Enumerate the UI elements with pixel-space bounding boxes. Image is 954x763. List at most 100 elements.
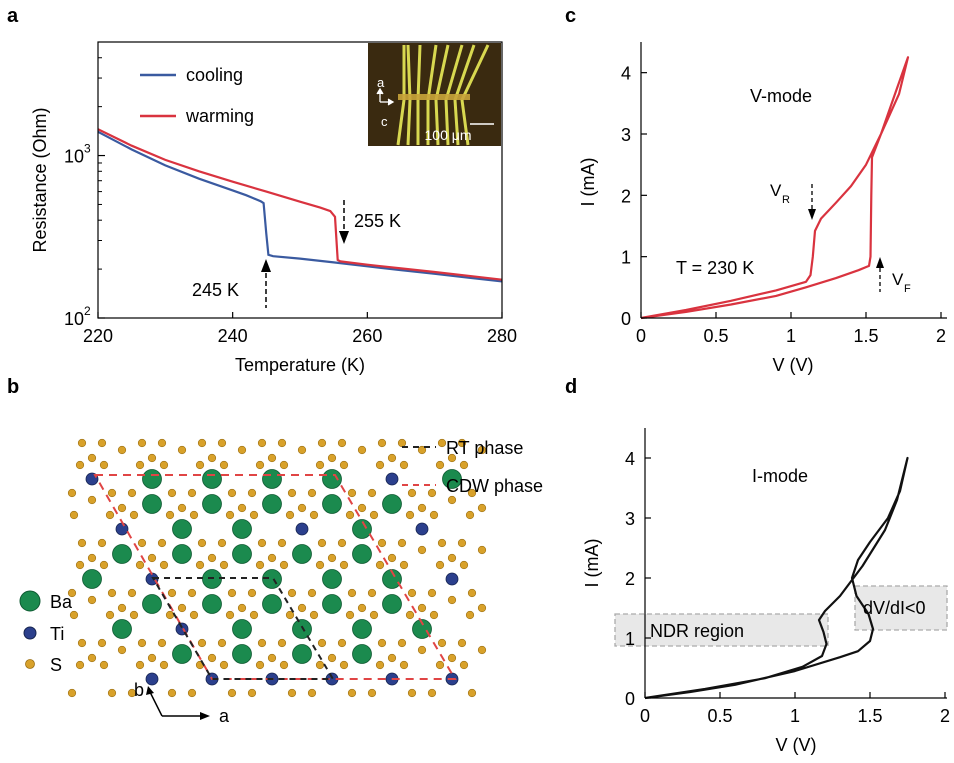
s-atom — [459, 560, 469, 570]
legend-label-cooling: cooling — [186, 65, 243, 85]
s-atom — [467, 688, 477, 698]
s-atom — [219, 660, 229, 670]
s-atom — [117, 503, 127, 513]
ba-atom — [322, 569, 342, 589]
panel-label-b: b — [7, 376, 19, 398]
s-atom — [345, 610, 355, 620]
s-atom — [467, 588, 477, 598]
panel-label-a: a — [7, 5, 19, 27]
s-atom — [427, 488, 437, 498]
ba-atom — [292, 544, 312, 564]
vf-arrow-head — [876, 257, 884, 268]
y-tick-exponent: 2 — [84, 304, 91, 318]
ba-label: Ba — [50, 592, 73, 612]
x-tick-label: 220 — [83, 326, 113, 346]
x-tick-label: 1 — [786, 326, 796, 346]
s-atom — [197, 638, 207, 648]
i-mode-y-axis-label: I (mA) — [582, 539, 602, 588]
ba-atom — [322, 594, 342, 614]
s-atom — [307, 688, 317, 698]
s-atom — [225, 610, 235, 620]
s-atom — [87, 595, 97, 605]
s-atom — [167, 588, 177, 598]
s-atom — [257, 638, 267, 648]
s-atom — [237, 445, 247, 455]
ba-atom — [172, 519, 192, 539]
s-atom — [257, 438, 267, 448]
s-atom — [465, 510, 475, 520]
s-atom — [157, 438, 167, 448]
ba-atom — [262, 494, 282, 514]
s-atom — [249, 610, 259, 620]
s-atom — [99, 560, 109, 570]
y-tick-label: 2 — [625, 569, 635, 589]
s-atom — [437, 538, 447, 548]
s-atom — [477, 645, 487, 655]
x-tick-label: 240 — [218, 326, 248, 346]
s-atom — [159, 660, 169, 670]
s-atom — [437, 638, 447, 648]
s-atom — [147, 553, 157, 563]
annotation-245k: 245 K — [192, 280, 239, 300]
s-atom — [165, 510, 175, 520]
s-atom — [397, 638, 407, 648]
s-atom — [357, 445, 367, 455]
s-atom — [105, 510, 115, 520]
x-tick-label: 0 — [640, 706, 650, 726]
s-atom — [135, 660, 145, 670]
s-atom — [339, 560, 349, 570]
s-atom — [397, 438, 407, 448]
s-atom — [375, 560, 385, 570]
s-atom — [407, 588, 417, 598]
s-atom — [255, 560, 265, 570]
s-atom — [77, 438, 87, 448]
ndr-region-box — [614, 613, 829, 647]
s-atom — [435, 660, 445, 670]
v-mode-x-axis-label: V (V) — [772, 355, 813, 375]
s-atom — [417, 645, 427, 655]
ti-atom — [445, 572, 459, 586]
s-atom — [287, 688, 297, 698]
s-atom — [137, 538, 147, 548]
v-mode-ticks: 0 0.5 1 1.5 2 0 1 2 3 4 — [621, 64, 946, 346]
legend-cdw-label: CDW phase — [446, 476, 543, 496]
s-atom — [77, 538, 87, 548]
photo-scale-label: 100 μm — [425, 127, 472, 143]
x-tick-label: 0.5 — [703, 326, 728, 346]
axis-a-arrow-head — [200, 712, 210, 720]
ba-atom — [172, 544, 192, 564]
s-atom — [405, 610, 415, 620]
s-atom — [107, 688, 117, 698]
s-atom — [435, 460, 445, 470]
resistance-annotations: 255 K 245 K — [192, 200, 401, 308]
ba-atom — [82, 569, 102, 589]
ba-atom — [292, 644, 312, 664]
v-mode-title: V-mode — [750, 86, 812, 106]
s-atom — [87, 553, 97, 563]
s-atom — [297, 503, 307, 513]
i-mode-x-axis-label: V (V) — [775, 735, 816, 755]
s-atom — [337, 638, 347, 648]
s-atom — [267, 553, 277, 563]
s-atom — [107, 488, 117, 498]
ti-atom — [385, 472, 399, 486]
s-atom — [367, 588, 377, 598]
s-atom — [137, 438, 147, 448]
s-atom — [345, 510, 355, 520]
s-atom — [279, 460, 289, 470]
s-atom — [189, 610, 199, 620]
s-atom — [117, 603, 127, 613]
i-mode-series — [644, 456, 909, 700]
ba-atom — [382, 569, 402, 589]
v-mode-series — [640, 56, 910, 320]
x-tick-label: 0.5 — [707, 706, 732, 726]
s-atom — [307, 488, 317, 498]
s-atom — [309, 510, 319, 520]
s-atom — [477, 545, 487, 555]
s-atom — [417, 545, 427, 555]
s-atom — [195, 460, 205, 470]
i-mode-ticks: 0 0.5 1 1.5 2 0 1 2 3 4 — [625, 449, 950, 726]
vr-annotation: V R — [770, 181, 816, 220]
s-atom — [177, 445, 187, 455]
